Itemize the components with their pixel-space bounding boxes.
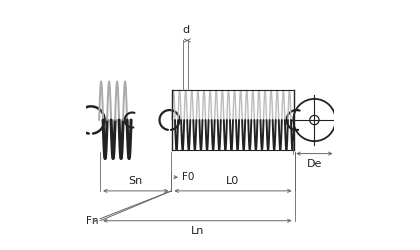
Text: L0: L0	[226, 176, 240, 186]
Text: Ln: Ln	[191, 226, 204, 236]
Text: Sn: Sn	[129, 176, 143, 186]
Text: Fn: Fn	[87, 216, 99, 226]
Text: d: d	[182, 25, 189, 35]
Text: F0: F0	[182, 172, 194, 182]
Text: De: De	[307, 159, 322, 169]
